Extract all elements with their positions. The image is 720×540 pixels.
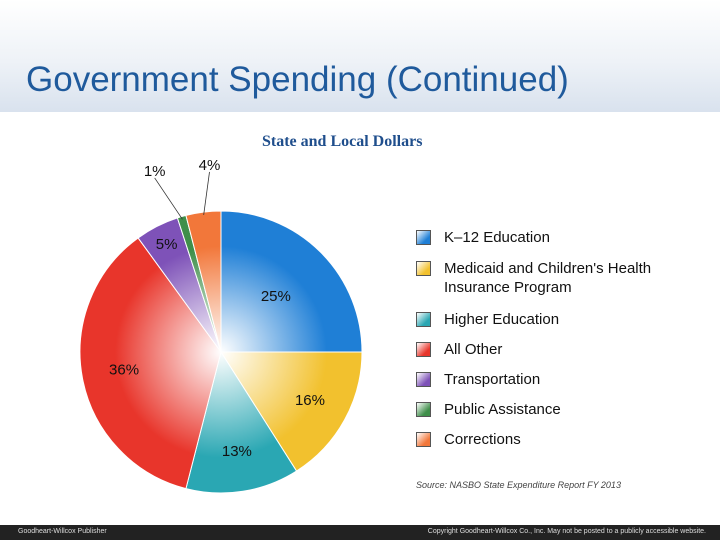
legend-swatch: [416, 372, 431, 387]
chart-title: State and Local Dollars: [262, 133, 423, 150]
legend-item-public-assistance: Public Assistance: [416, 400, 664, 419]
legend-label: Medicaid and Children's Health Insurance…: [444, 260, 652, 296]
data-label-k-12-education: 25%: [261, 288, 291, 305]
legend-label: Public Assistance: [444, 401, 561, 418]
leader-line-corrections: [203, 171, 210, 215]
legend-swatch: [416, 402, 431, 417]
legend-item-corrections: Corrections: [416, 430, 664, 449]
legend-swatch: [416, 312, 431, 327]
legend-label: Transportation: [444, 371, 541, 388]
data-label-public-assistance: 1%: [144, 163, 166, 180]
legend-item-medicaid-chip: Medicaid and Children's Health Insurance…: [416, 259, 664, 297]
data-label-corrections: 4%: [199, 157, 221, 174]
legend-label: Corrections: [444, 431, 521, 448]
legend-item-higher-education: Higher Education: [416, 310, 664, 329]
pie-slice-k-12-education: [220, 210, 363, 353]
legend-label: Higher Education: [444, 311, 560, 328]
data-label-transportation: 5%: [156, 236, 178, 253]
leader-line-public-assistance: [154, 177, 183, 220]
legend-swatch: [416, 261, 431, 276]
legend-swatch: [416, 342, 431, 357]
pie-slice-all-other: [79, 237, 222, 490]
data-label-medicaid-and-children-s-health-insurance-program: 16%: [295, 392, 325, 409]
legend-label: All Other: [444, 341, 503, 358]
legend-swatch: [416, 230, 431, 245]
footer-copyright: Copyright Goodheart-Willcox Co., Inc. Ma…: [427, 528, 706, 535]
legend-label: K–12 Education: [444, 229, 550, 246]
data-label-all-other: 36%: [109, 361, 139, 378]
chart-source-note: Source: NASBO State Expenditure Report F…: [416, 480, 621, 490]
pie-slice-higher-education: [185, 350, 298, 494]
pie-slice-medicaid-and-children-s-health-insurance-program: [220, 351, 363, 472]
legend-item-transportation: Transportation: [416, 370, 664, 389]
slide-header: Government Spending (Continued): [0, 0, 720, 112]
pie-slice-corrections: [185, 210, 222, 353]
footer-bar: Goodheart-Willcox Publisher Copyright Go…: [0, 525, 720, 540]
legend-item-k12-education: K–12 Education: [416, 228, 664, 247]
footer-publisher: Goodheart-Willcox Publisher: [18, 528, 107, 535]
data-label-higher-education: 13%: [222, 443, 252, 460]
legend-swatch: [416, 432, 431, 447]
slide-title: Government Spending (Continued): [26, 60, 569, 99]
legend-item-all-other: All Other: [416, 340, 664, 359]
